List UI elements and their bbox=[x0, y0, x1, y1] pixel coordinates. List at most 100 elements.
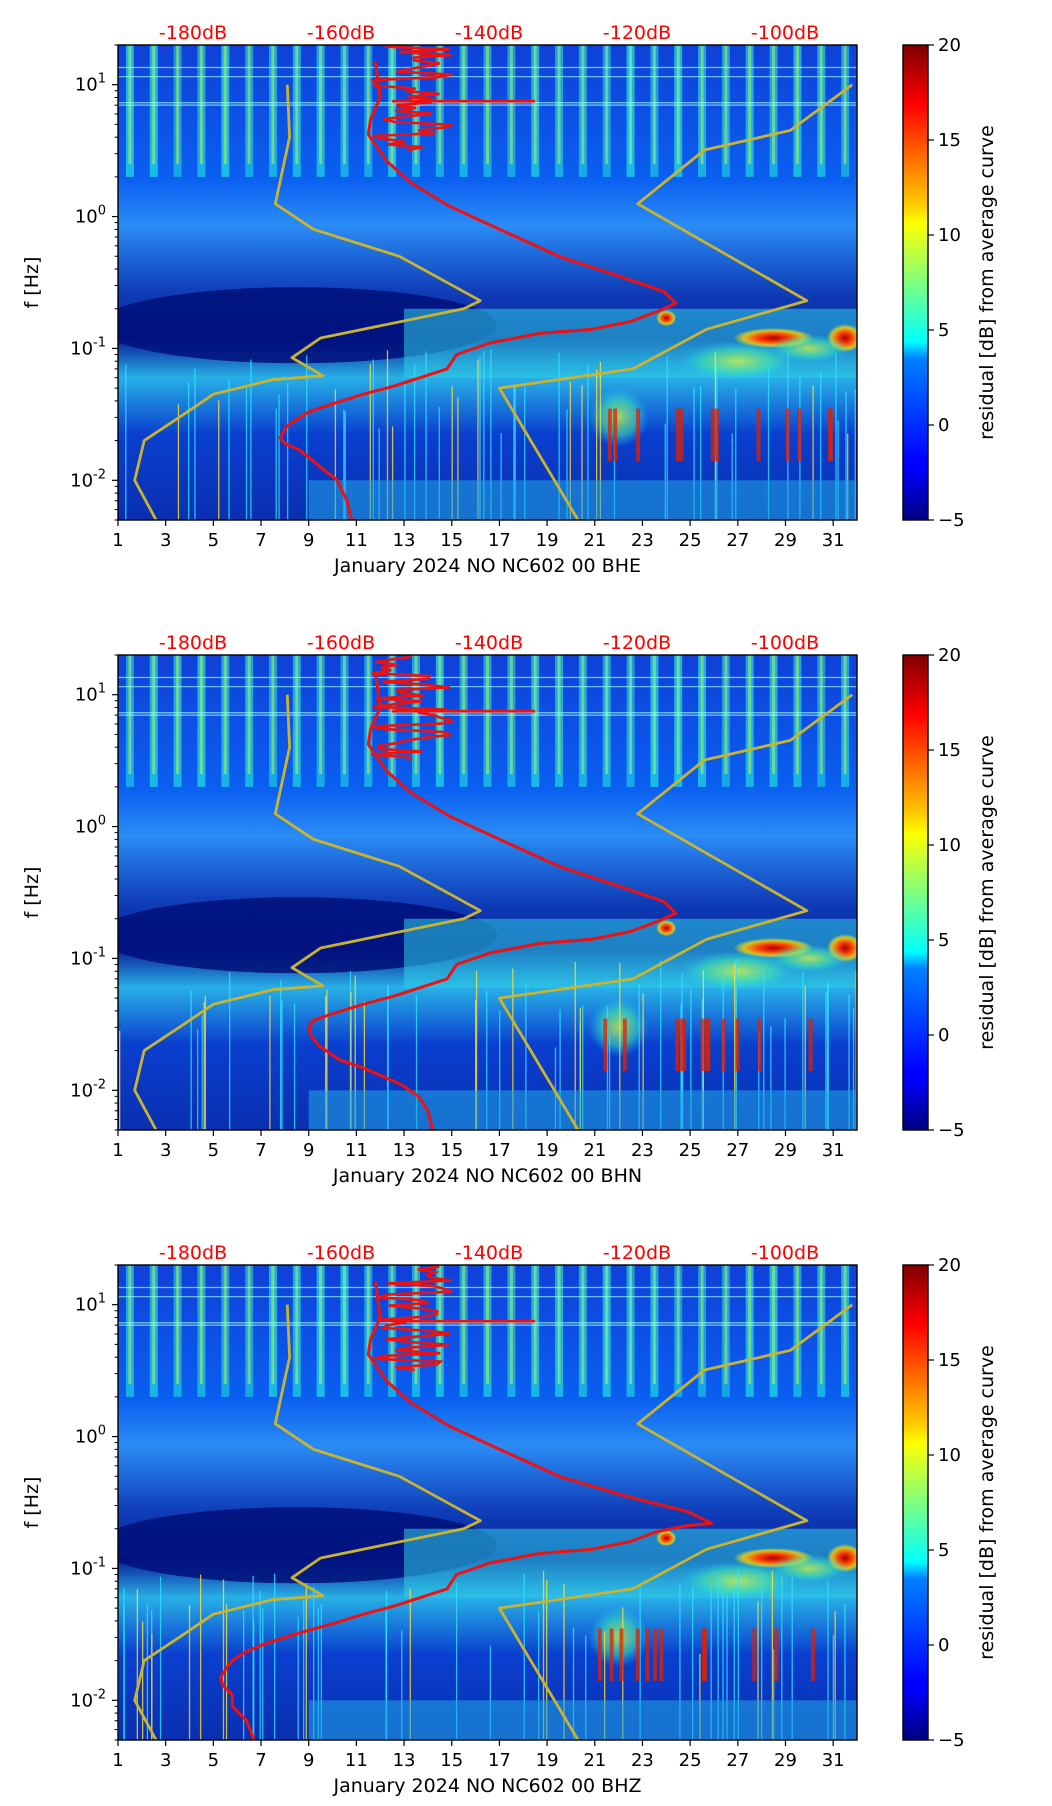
model-curve-yellow bbox=[497, 83, 854, 520]
x-tick-label: 31 bbox=[822, 1140, 845, 1161]
low-frequency-event bbox=[774, 1628, 779, 1682]
colorbar-tick-label: 10 bbox=[938, 835, 961, 856]
x-tick-label: 27 bbox=[726, 530, 749, 551]
daily-stripe bbox=[459, 1265, 468, 1397]
daily-stripe bbox=[745, 45, 754, 177]
daily-stripe bbox=[769, 655, 778, 787]
x-tick-label: 15 bbox=[440, 1140, 463, 1161]
elevated-residual-area bbox=[677, 951, 798, 992]
elevated-residual-area bbox=[769, 1554, 850, 1583]
low-frequency-event bbox=[810, 1628, 815, 1682]
x-tick-label: 7 bbox=[255, 530, 266, 551]
x-tick-label: 9 bbox=[303, 1750, 314, 1771]
low-frequency-event bbox=[721, 1018, 726, 1072]
x-tick-label: 1 bbox=[112, 1140, 123, 1161]
low-frequency-event bbox=[659, 1628, 664, 1682]
daily-stripe bbox=[388, 45, 397, 177]
noise-curve-red bbox=[219, 1281, 714, 1740]
daily-stripe bbox=[555, 655, 564, 787]
colorbar-frame bbox=[902, 654, 929, 1131]
daily-stripe bbox=[245, 1265, 254, 1397]
x-axis-label: January 2024 NO NC602 00 BHZ bbox=[332, 1775, 641, 1797]
daily-stripe bbox=[245, 655, 254, 787]
daily-stripe bbox=[268, 1265, 277, 1397]
y-tick-label: 10-1 bbox=[70, 945, 106, 969]
top-db-label: -120dB bbox=[603, 1242, 671, 1264]
daily-stripe bbox=[125, 1265, 134, 1397]
x-tick-label: 11 bbox=[345, 1750, 368, 1771]
quiet-region bbox=[118, 287, 497, 364]
y-tick-label: 101 bbox=[75, 72, 106, 96]
high-residual-spot bbox=[656, 920, 677, 937]
x-tick-label: 23 bbox=[631, 1750, 654, 1771]
daily-stripe bbox=[149, 45, 158, 177]
colorbar-frame bbox=[902, 44, 929, 521]
x-tick-label: 25 bbox=[679, 1140, 702, 1161]
x-tick-label: 5 bbox=[208, 1140, 219, 1161]
daily-stripe bbox=[793, 655, 802, 787]
daily-stripe bbox=[674, 1265, 683, 1397]
daily-stripe bbox=[578, 655, 587, 787]
top-db-label: -100dB bbox=[751, 22, 819, 44]
daily-stripe bbox=[435, 655, 444, 787]
noise-curve-high-frequency bbox=[370, 45, 453, 152]
colorbar-tick-label: 0 bbox=[938, 1025, 949, 1046]
daily-stripe bbox=[459, 45, 468, 177]
low-frequency-event bbox=[679, 408, 684, 462]
daily-stripe bbox=[364, 1265, 373, 1397]
x-tick-label: 19 bbox=[536, 530, 559, 551]
model-curve-yellow bbox=[497, 693, 854, 1130]
x-tick-label: 9 bbox=[303, 1140, 314, 1161]
colorbar-tick-label: 0 bbox=[938, 415, 949, 436]
elevated-residual-area bbox=[588, 1607, 649, 1668]
axes-frame bbox=[117, 654, 858, 1131]
daily-stripe bbox=[316, 655, 325, 787]
x-tick-label: 21 bbox=[583, 1140, 606, 1161]
low-frequency-event bbox=[752, 1628, 757, 1682]
y-tick-label: 100 bbox=[75, 1424, 106, 1448]
x-tick-label: 11 bbox=[345, 1140, 368, 1161]
daily-stripe bbox=[292, 45, 301, 177]
x-tick-label: 25 bbox=[679, 1750, 702, 1771]
daily-stripe bbox=[555, 45, 564, 177]
daily-stripe bbox=[602, 45, 611, 177]
daily-stripe bbox=[817, 1265, 826, 1397]
model-curve-yellow bbox=[133, 694, 482, 1130]
elevated-residual-area bbox=[588, 387, 649, 448]
x-tick-label: 3 bbox=[160, 530, 171, 551]
colorbar-tick-label: 5 bbox=[938, 1540, 949, 1561]
top-db-label: -160dB bbox=[307, 22, 375, 44]
daily-stripe bbox=[817, 655, 826, 787]
daily-stripe bbox=[721, 1265, 730, 1397]
daily-stripe bbox=[364, 45, 373, 177]
y-tick-label: 101 bbox=[75, 1292, 106, 1316]
x-tick-label: 11 bbox=[345, 530, 368, 551]
colorbar-tick-label: 5 bbox=[938, 320, 949, 341]
low-frequency-event bbox=[675, 1018, 680, 1072]
y-axis-label: f [Hz] bbox=[21, 257, 43, 309]
top-db-label: -140dB bbox=[455, 22, 523, 44]
daily-stripe bbox=[745, 655, 754, 787]
colorbar-tick-label: 20 bbox=[938, 1255, 961, 1276]
x-tick-label: 17 bbox=[488, 1140, 511, 1161]
colorbar-tick-label: 20 bbox=[938, 645, 961, 666]
low-frequency-event bbox=[636, 408, 641, 462]
y-axis-label: f [Hz] bbox=[21, 867, 43, 919]
daily-stripe bbox=[531, 655, 540, 787]
x-tick-label: 15 bbox=[440, 530, 463, 551]
low-frequency-band bbox=[308, 1090, 857, 1130]
daily-stripe bbox=[650, 1265, 659, 1397]
daily-stripe bbox=[507, 655, 516, 787]
low-frequency-event bbox=[682, 1018, 687, 1072]
low-frequency-event bbox=[701, 1628, 706, 1682]
x-tick-label: 29 bbox=[774, 530, 797, 551]
x-tick-label: 27 bbox=[726, 1750, 749, 1771]
axes-frame bbox=[117, 44, 858, 521]
daily-stripe bbox=[602, 655, 611, 787]
axes-frame bbox=[117, 1264, 858, 1741]
daily-stripe bbox=[268, 45, 277, 177]
low-frequency-event bbox=[609, 1628, 614, 1682]
y-tick-label: 10-2 bbox=[70, 1687, 106, 1711]
noise-curve-red bbox=[307, 671, 678, 1130]
